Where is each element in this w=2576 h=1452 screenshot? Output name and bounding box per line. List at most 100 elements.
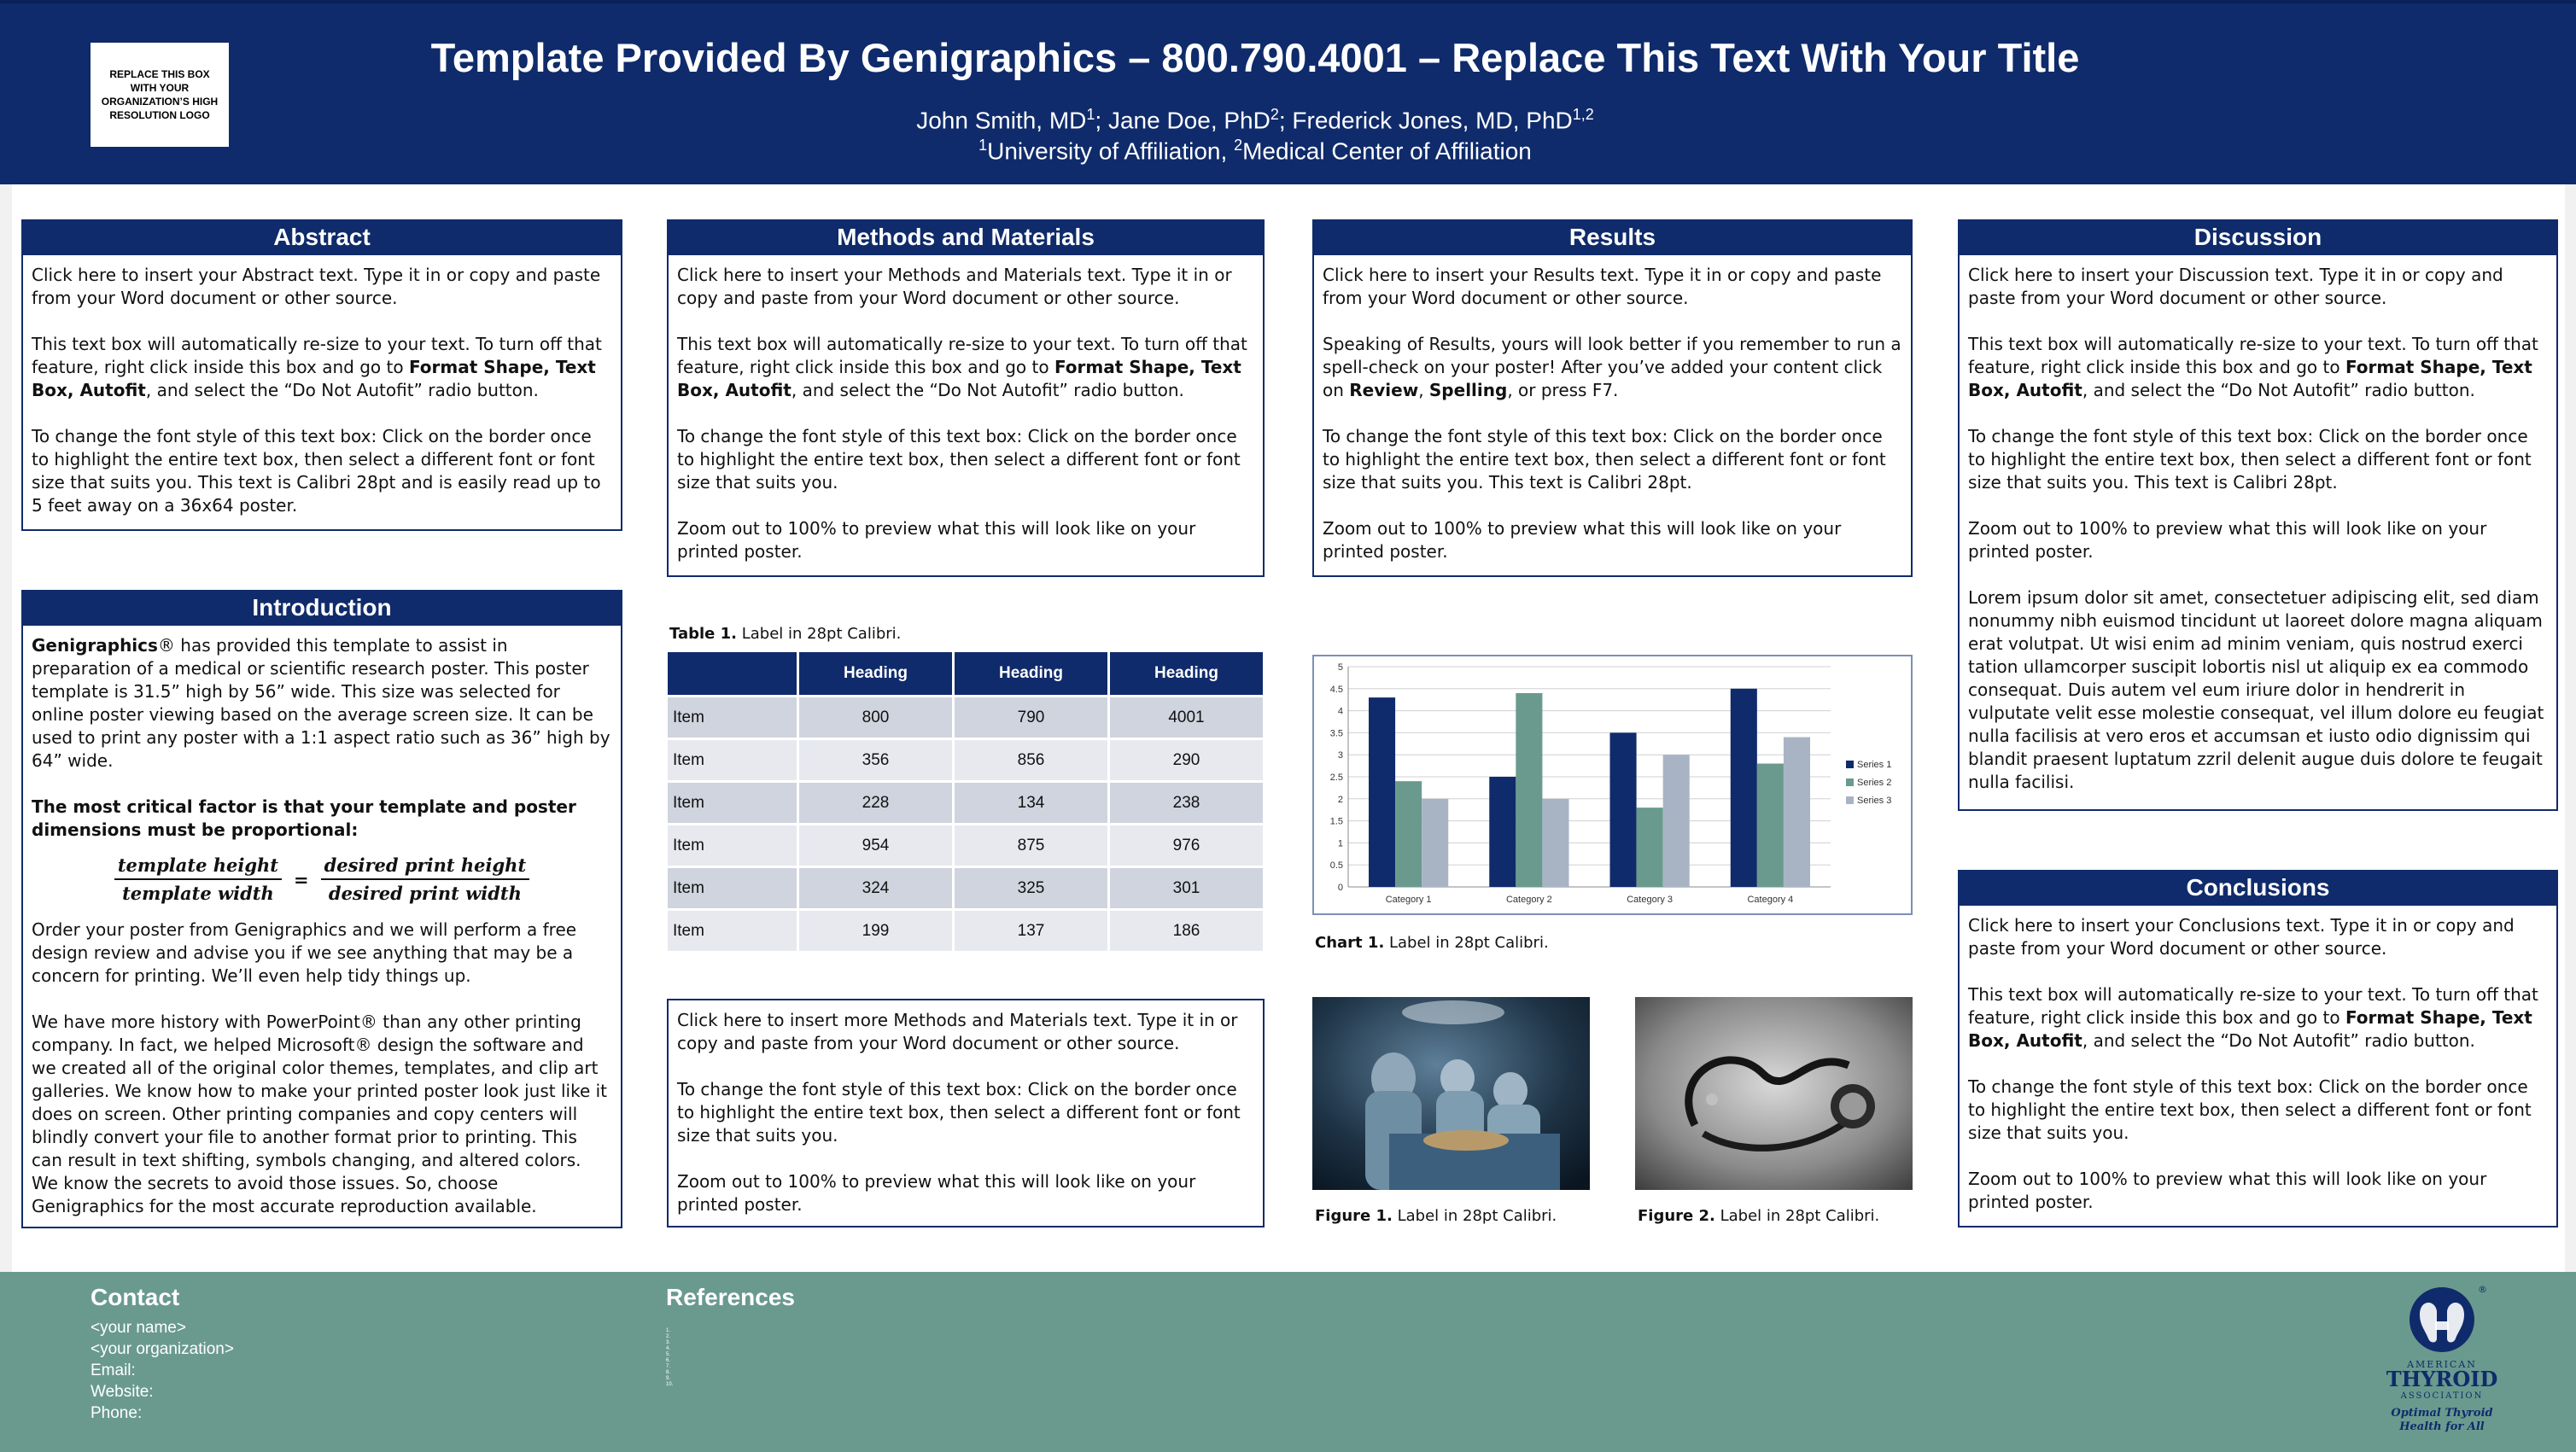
affiliation-line[interactable]: 1University of Affiliation, 2Medical Cen… bbox=[256, 137, 2254, 165]
references-list[interactable]: 1. 2. 3. 4. 5. 6. 7. 8. 9. 10. bbox=[666, 1328, 673, 1388]
affiliation-name: University of Affiliation bbox=[987, 137, 1221, 165]
table-cell: 954 bbox=[799, 823, 955, 866]
chart-caption: Chart 1. Label in 28pt Calibri. bbox=[1315, 934, 1549, 952]
table-cell: 228 bbox=[799, 780, 955, 823]
poster-header: REPLACE THIS BOX WITH YOUR ORGANIZATION’… bbox=[0, 0, 2576, 184]
thyroid-right-lobe-icon bbox=[2447, 1302, 2464, 1343]
figure-1-caption: Figure 1. Label in 28pt Calibri. bbox=[1315, 1207, 1557, 1225]
methods-paragraph: Zoom out to 100% to preview what this wi… bbox=[677, 518, 1196, 562]
reference-number: 10. bbox=[666, 1382, 674, 1387]
figure-2-stethoscope-image[interactable] bbox=[1635, 997, 1913, 1190]
table-cell: 186 bbox=[1110, 908, 1265, 951]
text-run: , bbox=[1418, 380, 1429, 400]
discussion-paragraph: Lorem ipsum dolor sit amet, consectetuer… bbox=[1968, 587, 2544, 792]
methods-paragraph: Click here to insert more Methods and Ma… bbox=[677, 1010, 1238, 1053]
contact-organization[interactable]: <your organization> bbox=[91, 1340, 234, 1358]
results-textbox[interactable]: Click here to insert your Results text. … bbox=[1312, 255, 1913, 577]
chart-legend-swatch bbox=[1846, 761, 1854, 768]
chart-bar bbox=[1636, 808, 1663, 887]
table-header-cell: Heading bbox=[799, 652, 955, 695]
chart-legend-swatch bbox=[1846, 778, 1854, 786]
table-cell: Item bbox=[668, 866, 799, 908]
methods-paragraph: To change the font style of this text bo… bbox=[677, 1079, 1241, 1146]
methods-textbox[interactable]: Click here to insert your Methods and Ma… bbox=[667, 255, 1265, 577]
chart-bar bbox=[1422, 798, 1449, 887]
abstract-heading: Abstract bbox=[21, 219, 622, 255]
author-name: Frederick Jones, MD, PhD bbox=[1292, 107, 1573, 134]
discussion-paragraph: Zoom out to 100% to preview what this wi… bbox=[1968, 518, 2487, 562]
abstract-textbox[interactable]: Click here to insert your Abstract text.… bbox=[21, 255, 622, 531]
chart-y-tick-label: 3.5 bbox=[1330, 728, 1343, 738]
poster-title[interactable]: Template Provided By Genigraphics – 800.… bbox=[430, 35, 2080, 80]
chart-bar bbox=[1662, 755, 1690, 887]
formula-numerator: template height bbox=[114, 854, 283, 880]
formula-equals: = bbox=[294, 868, 309, 890]
discussion-paragraph: This text box will automatically re-size… bbox=[1968, 333, 2548, 402]
text-run: has provided this template to assist in … bbox=[32, 635, 610, 771]
discussion-textbox[interactable]: Click here to insert your Discussion tex… bbox=[1958, 255, 2558, 811]
table-cell: Item bbox=[668, 738, 799, 780]
introduction-paragraph: The most critical factor is that your te… bbox=[32, 796, 612, 842]
formula-numerator: desired print height bbox=[320, 854, 530, 880]
caption-text: Label in 28pt Calibri. bbox=[1384, 934, 1549, 952]
text-run: This text box will automatically re-size… bbox=[677, 334, 1247, 377]
chart-x-tick-label: Category 4 bbox=[1747, 895, 1793, 905]
conclusions-textbox[interactable]: Click here to insert your Conclusions te… bbox=[1958, 906, 2558, 1227]
bold-text: Genigraphics bbox=[32, 635, 158, 656]
conclusions-heading: Conclusions bbox=[1958, 870, 2558, 906]
chart-legend-label: Series 3 bbox=[1857, 796, 1891, 806]
contact-website[interactable]: Website: bbox=[91, 1383, 154, 1401]
table-cell: 4001 bbox=[1110, 695, 1265, 738]
logo-placeholder[interactable]: REPLACE THIS BOX WITH YOUR ORGANIZATION’… bbox=[91, 43, 229, 147]
introduction-textbox[interactable]: Genigraphics® has provided this template… bbox=[21, 626, 622, 1228]
figure-1-surgery-image[interactable] bbox=[1312, 997, 1590, 1190]
text-run: , and select the “Do Not Autofit” radio … bbox=[145, 380, 539, 400]
abstract-paragraph: Click here to insert your Abstract text.… bbox=[32, 265, 601, 308]
data-table[interactable]: Heading Heading Heading Item 800 790 4001 I… bbox=[668, 652, 1265, 951]
table-header-row: Heading Heading Heading bbox=[668, 652, 1265, 695]
table-row: Item 954 875 976 bbox=[668, 823, 1265, 866]
bold-text: Spelling bbox=[1428, 380, 1508, 400]
contact-name[interactable]: <your name> bbox=[91, 1319, 186, 1337]
table-cell: 856 bbox=[955, 738, 1110, 780]
chart-y-tick-label: 3 bbox=[1338, 750, 1343, 761]
results-paragraph: To change the font style of this text bo… bbox=[1323, 426, 1886, 493]
chart-x-tick-label: Category 1 bbox=[1386, 895, 1432, 905]
author-superscript: 1 bbox=[1086, 106, 1095, 123]
formula-denominator: desired print width bbox=[328, 883, 522, 904]
conclusions-paragraph: Click here to insert your Conclusions te… bbox=[1968, 915, 2515, 959]
stethoscope-photo-icon bbox=[1635, 997, 1913, 1190]
text-run: , and select the “Do Not Autofit” radio … bbox=[2082, 380, 2475, 400]
bar-chart[interactable]: 0 0.5 1 1.5 2 2.5 3 3.5 4 4.5 5 Category 1 Category … bbox=[1312, 655, 1913, 915]
chart-x-tick-label: Category 3 bbox=[1627, 895, 1673, 905]
table-cell: 325 bbox=[955, 866, 1110, 908]
table-cell: 134 bbox=[955, 780, 1110, 823]
text-run: , and select the “Do Not Autofit” radio … bbox=[2082, 1030, 2475, 1051]
formula-denominator: template width bbox=[122, 883, 274, 904]
formula-left-fraction: template height template width bbox=[114, 854, 283, 905]
author-separator: ; bbox=[1095, 107, 1108, 134]
surgery-photo-icon bbox=[1312, 997, 1590, 1190]
results-paragraph: Speaking of Results, yours will look bet… bbox=[1323, 333, 1902, 402]
affiliation-name: Medical Center of Affiliation bbox=[1242, 137, 1532, 165]
table-header-cell bbox=[668, 652, 799, 695]
table-cell: Item bbox=[668, 780, 799, 823]
author-line[interactable]: John Smith, MD1; Jane Doe, PhD2; Frederi… bbox=[256, 106, 2254, 134]
ata-logo-line2: THYROID bbox=[2386, 1367, 2498, 1391]
contact-phone[interactable]: Phone: bbox=[91, 1404, 143, 1422]
contact-email[interactable]: Email: bbox=[91, 1362, 136, 1379]
bold-text: Format Shape, Text Box, Autofit bbox=[1968, 1007, 2532, 1051]
reference-number: 3. bbox=[666, 1340, 671, 1345]
chart-legend-swatch bbox=[1846, 796, 1854, 804]
chart-legend-label: Series 1 bbox=[1857, 760, 1891, 770]
bold-text: Format Shape, Text Box, Autofit bbox=[677, 357, 1241, 400]
table-cell: 790 bbox=[955, 695, 1110, 738]
methods-more-textbox[interactable]: Click here to insert more Methods and Ma… bbox=[667, 999, 1265, 1227]
author-name: Jane Doe, PhD bbox=[1107, 107, 1270, 134]
chart-y-tick-label: 4.5 bbox=[1330, 685, 1343, 695]
affiliation-superscript: 1 bbox=[978, 137, 988, 154]
methods-paragraph: Click here to insert your Methods and Ma… bbox=[677, 265, 1232, 308]
ata-logo-tagline1: Optimal Thyroid bbox=[2391, 1407, 2492, 1420]
results-heading: Results bbox=[1312, 219, 1913, 255]
table-row: Item 356 856 290 bbox=[668, 738, 1265, 780]
